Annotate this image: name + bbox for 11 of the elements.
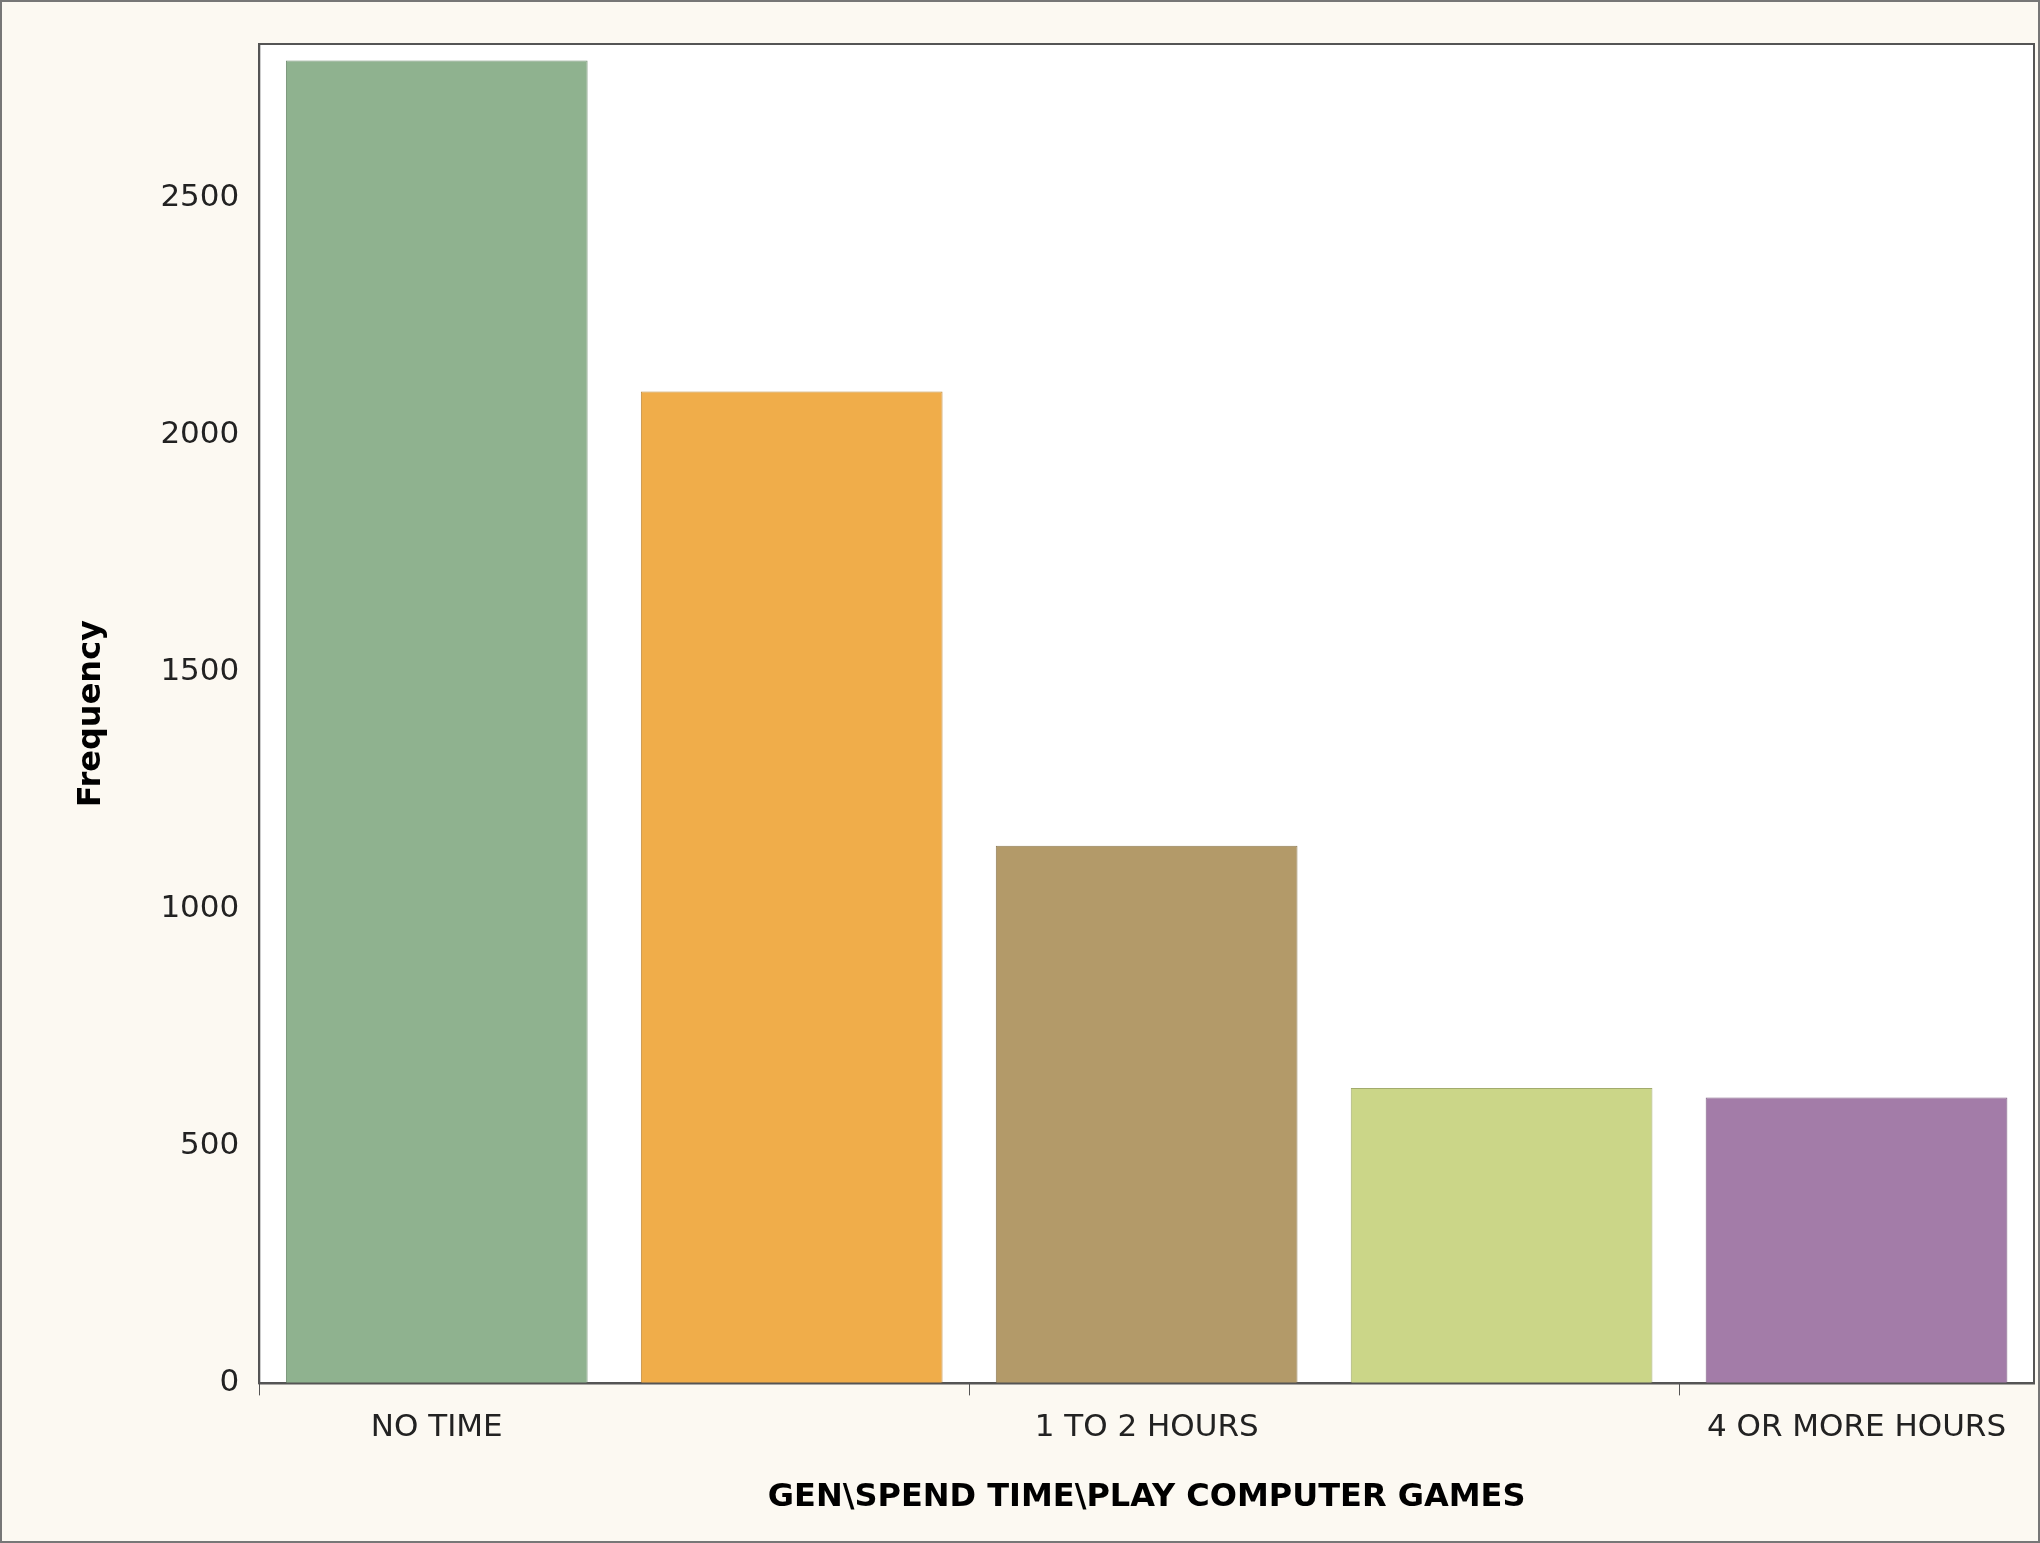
y-axis-title: Frequency <box>69 619 108 808</box>
y-tick-label: 500 <box>180 1125 240 1162</box>
y-tick-label: 1500 <box>160 651 240 688</box>
y-tick-label: 2000 <box>160 414 240 451</box>
y-tick-label: 1000 <box>160 888 240 925</box>
y-tick-label: 2500 <box>160 177 240 214</box>
x-axis-title: GEN\SPEND TIME\PLAY COMPUTER GAMES <box>767 1476 1526 1515</box>
y-tick-label: 0 <box>219 1362 240 1399</box>
x-tick-label: 1 TO 2 HOURS <box>1034 1407 1259 1444</box>
x-tick-label: 4 OR MORE HOURS <box>1706 1407 2007 1444</box>
x-tick-label: NO TIME <box>370 1407 503 1444</box>
